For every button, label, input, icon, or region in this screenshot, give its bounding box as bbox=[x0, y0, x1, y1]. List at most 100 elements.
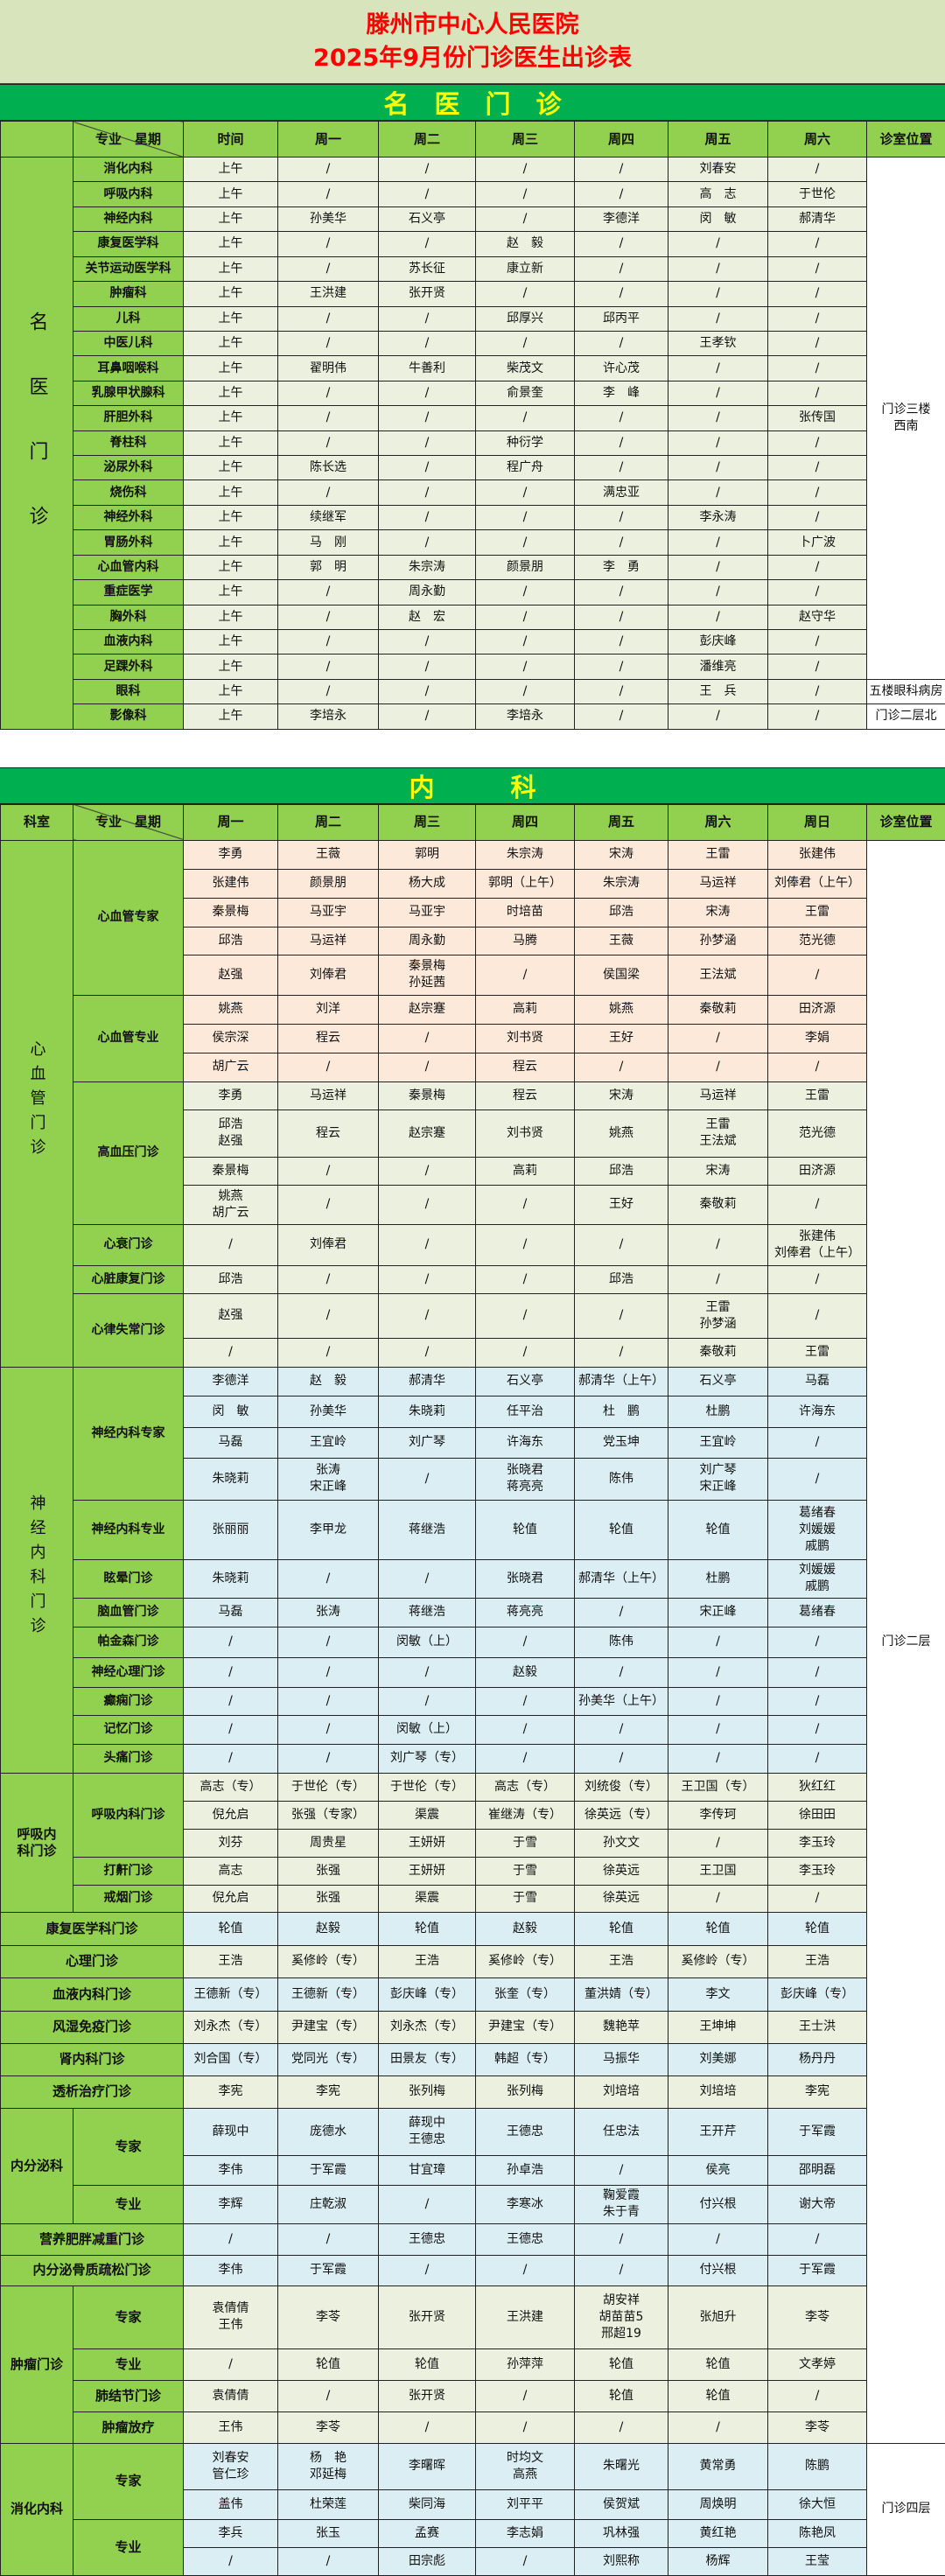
doctor-cell: / bbox=[575, 282, 668, 306]
table-row: 神经外科上午续继军///李永涛/ bbox=[1, 505, 945, 529]
table-row: 眩晕门诊朱晓莉//张晓君郝清华（上午）杜鹏刘媛媛 戚鹏 bbox=[1, 1559, 945, 1598]
doctor-cell: / bbox=[184, 1744, 278, 1773]
doctor-cell: 于雪 bbox=[476, 1829, 575, 1857]
table-row: 康复医学科上午//赵 毅/// bbox=[1, 232, 945, 256]
doctor-cell: / bbox=[668, 530, 768, 555]
doctor-cell: 王妍妍 bbox=[379, 1829, 476, 1857]
doctor-cell: / bbox=[278, 182, 379, 206]
doctor-cell: 颜景朋 bbox=[278, 869, 379, 898]
header-corner bbox=[1, 122, 74, 158]
doctor-cell: 石义亭 bbox=[379, 206, 476, 231]
dept-label: 肿瘤门诊 bbox=[1, 2286, 74, 2443]
doctor-cell: 郝清华 bbox=[379, 1367, 476, 1396]
doctor-cell: 邱浩 bbox=[184, 927, 278, 955]
doctor-cell: 张奎（专） bbox=[476, 1978, 575, 2011]
doctor-cell: 邱浩 bbox=[575, 898, 668, 927]
doctor-cell: 于军霞 bbox=[278, 2255, 379, 2286]
doctor-cell: 姚燕 bbox=[575, 1110, 668, 1157]
doctor-cell: 刘美娜 bbox=[668, 2043, 768, 2076]
doctor-cell: 李寒冰 bbox=[476, 2185, 575, 2223]
doctor-cell: / bbox=[575, 1338, 668, 1367]
doctor-cell: / bbox=[476, 331, 575, 355]
doctor-cell: / bbox=[184, 2547, 278, 2575]
time-cell: 上午 bbox=[184, 505, 278, 529]
doctor-cell: / bbox=[575, 406, 668, 430]
doctor-cell: / bbox=[575, 1657, 668, 1687]
doctor-cell: 秦敬莉 bbox=[668, 995, 768, 1024]
doctor-cell: 轮值 bbox=[575, 2380, 668, 2412]
doctor-cell: / bbox=[668, 605, 768, 629]
doctor-cell: / bbox=[768, 480, 867, 505]
doctor-cell: 宋正峰 bbox=[668, 1598, 768, 1627]
table-row: 呼吸内科上午////高 志于世伦 bbox=[1, 182, 945, 206]
dept-label: 内分泌科 bbox=[1, 2108, 74, 2223]
doctor-cell: 彭庆峰（专） bbox=[379, 1978, 476, 2011]
doctor-cell: 于雪 bbox=[476, 1857, 575, 1885]
doctor-cell: 马运祥 bbox=[668, 869, 768, 898]
schedule-title: 2025年9月份门诊医生出诊表 bbox=[313, 42, 632, 75]
doctor-cell: / bbox=[476, 679, 575, 704]
doctor-cell: 赵 毅 bbox=[476, 232, 575, 256]
doctor-cell: / bbox=[476, 1715, 575, 1744]
doctor-cell: / bbox=[668, 1627, 768, 1657]
doctor-cell: / bbox=[476, 158, 575, 182]
doctor-cell: 刘培培 bbox=[575, 2076, 668, 2108]
famous-clinic-table: 专业 星期 时间 周一 周二 周三 周四 周五 周六 诊室位置 名医门诊消化内科… bbox=[0, 121, 945, 730]
doctor-cell: / bbox=[575, 182, 668, 206]
doctor-cell: / bbox=[379, 1157, 476, 1185]
doctor-cell: / bbox=[379, 158, 476, 182]
doctor-cell: / bbox=[476, 2547, 575, 2575]
doctor-cell: / bbox=[668, 356, 768, 381]
doctor-cell: / bbox=[278, 2380, 379, 2412]
table-row: 神经内科门诊神经内科专家李德洋赵 毅郝清华石义亭郝清华（上午）石义亭马磊 bbox=[1, 1367, 945, 1396]
doctor-cell: / bbox=[768, 381, 867, 405]
doctor-cell: / bbox=[379, 430, 476, 455]
table-row: 肿瘤科上午王洪建张开贤//// bbox=[1, 282, 945, 306]
doctor-cell: / bbox=[278, 1185, 379, 1224]
doctor-cell: / bbox=[575, 630, 668, 654]
doctor-cell: 刘熙称 bbox=[575, 2547, 668, 2575]
table-row: 足踝外科上午////潘维亮/ bbox=[1, 654, 945, 679]
time-cell: 上午 bbox=[184, 232, 278, 256]
doctor-cell: 周贵星 bbox=[278, 1829, 379, 1857]
doctor-cell: / bbox=[379, 654, 476, 679]
internal-medicine-table: 科室 专业 星期 周一 周二 周三 周四 周五 周六 周日 诊室位置 心血管门诊… bbox=[0, 804, 945, 2576]
doctor-cell: 李曙晖 bbox=[379, 2443, 476, 2489]
doctor-cell: 赵强 bbox=[184, 955, 278, 995]
doctor-cell: / bbox=[476, 480, 575, 505]
doctor-cell: 朱宗涛 bbox=[476, 840, 575, 869]
doctor-cell: / bbox=[278, 1715, 379, 1744]
doctor-cell: / bbox=[768, 331, 867, 355]
doctor-cell: 柴茂文 bbox=[476, 356, 575, 381]
doctor-cell: 刘洋 bbox=[278, 995, 379, 1024]
doctor-cell: / bbox=[575, 331, 668, 355]
doctor-cell: / bbox=[768, 2223, 867, 2255]
doctor-cell: / bbox=[379, 2412, 476, 2443]
doctor-cell: 张建伟 bbox=[184, 869, 278, 898]
doctor-cell: 王卫国 bbox=[668, 1857, 768, 1885]
doctor-cell: 邱丙平 bbox=[575, 306, 668, 331]
doctor-cell: / bbox=[768, 282, 867, 306]
doctor-cell: / bbox=[184, 1687, 278, 1715]
header-wed: 周三 bbox=[379, 804, 476, 840]
table-row: 名医门诊消化内科上午////刘春安/门诊三楼 西南 bbox=[1, 158, 945, 182]
doctor-cell: / bbox=[575, 530, 668, 555]
doctor-cell: 石义亭 bbox=[668, 1367, 768, 1396]
doctor-cell: / bbox=[768, 430, 867, 455]
doctor-cell: / bbox=[768, 456, 867, 480]
doctor-cell: / bbox=[668, 256, 768, 281]
doctor-cell: 陈艳凤 bbox=[768, 2519, 867, 2547]
side-label: 名医门诊 bbox=[1, 158, 74, 730]
dept-label: 肾内科门诊 bbox=[1, 2043, 184, 2076]
dept-label: 血液内科门诊 bbox=[1, 1978, 184, 2011]
dept-label: 泌尿外科 bbox=[74, 456, 184, 480]
doctor-cell: 李志娟 bbox=[476, 2519, 575, 2547]
doctor-cell: 朱宗涛 bbox=[575, 869, 668, 898]
doctor-cell: / bbox=[278, 1657, 379, 1687]
doctor-cell: / bbox=[379, 1338, 476, 1367]
doctor-cell: 马亚宇 bbox=[379, 898, 476, 927]
doctor-cell: 王德新（专） bbox=[278, 1978, 379, 2011]
doctor-cell: 任忠法 bbox=[575, 2108, 668, 2155]
doctor-cell: / bbox=[476, 206, 575, 231]
table-row: 康复医学科门诊轮值赵毅轮值赵毅轮值轮值轮值 bbox=[1, 1912, 945, 1945]
